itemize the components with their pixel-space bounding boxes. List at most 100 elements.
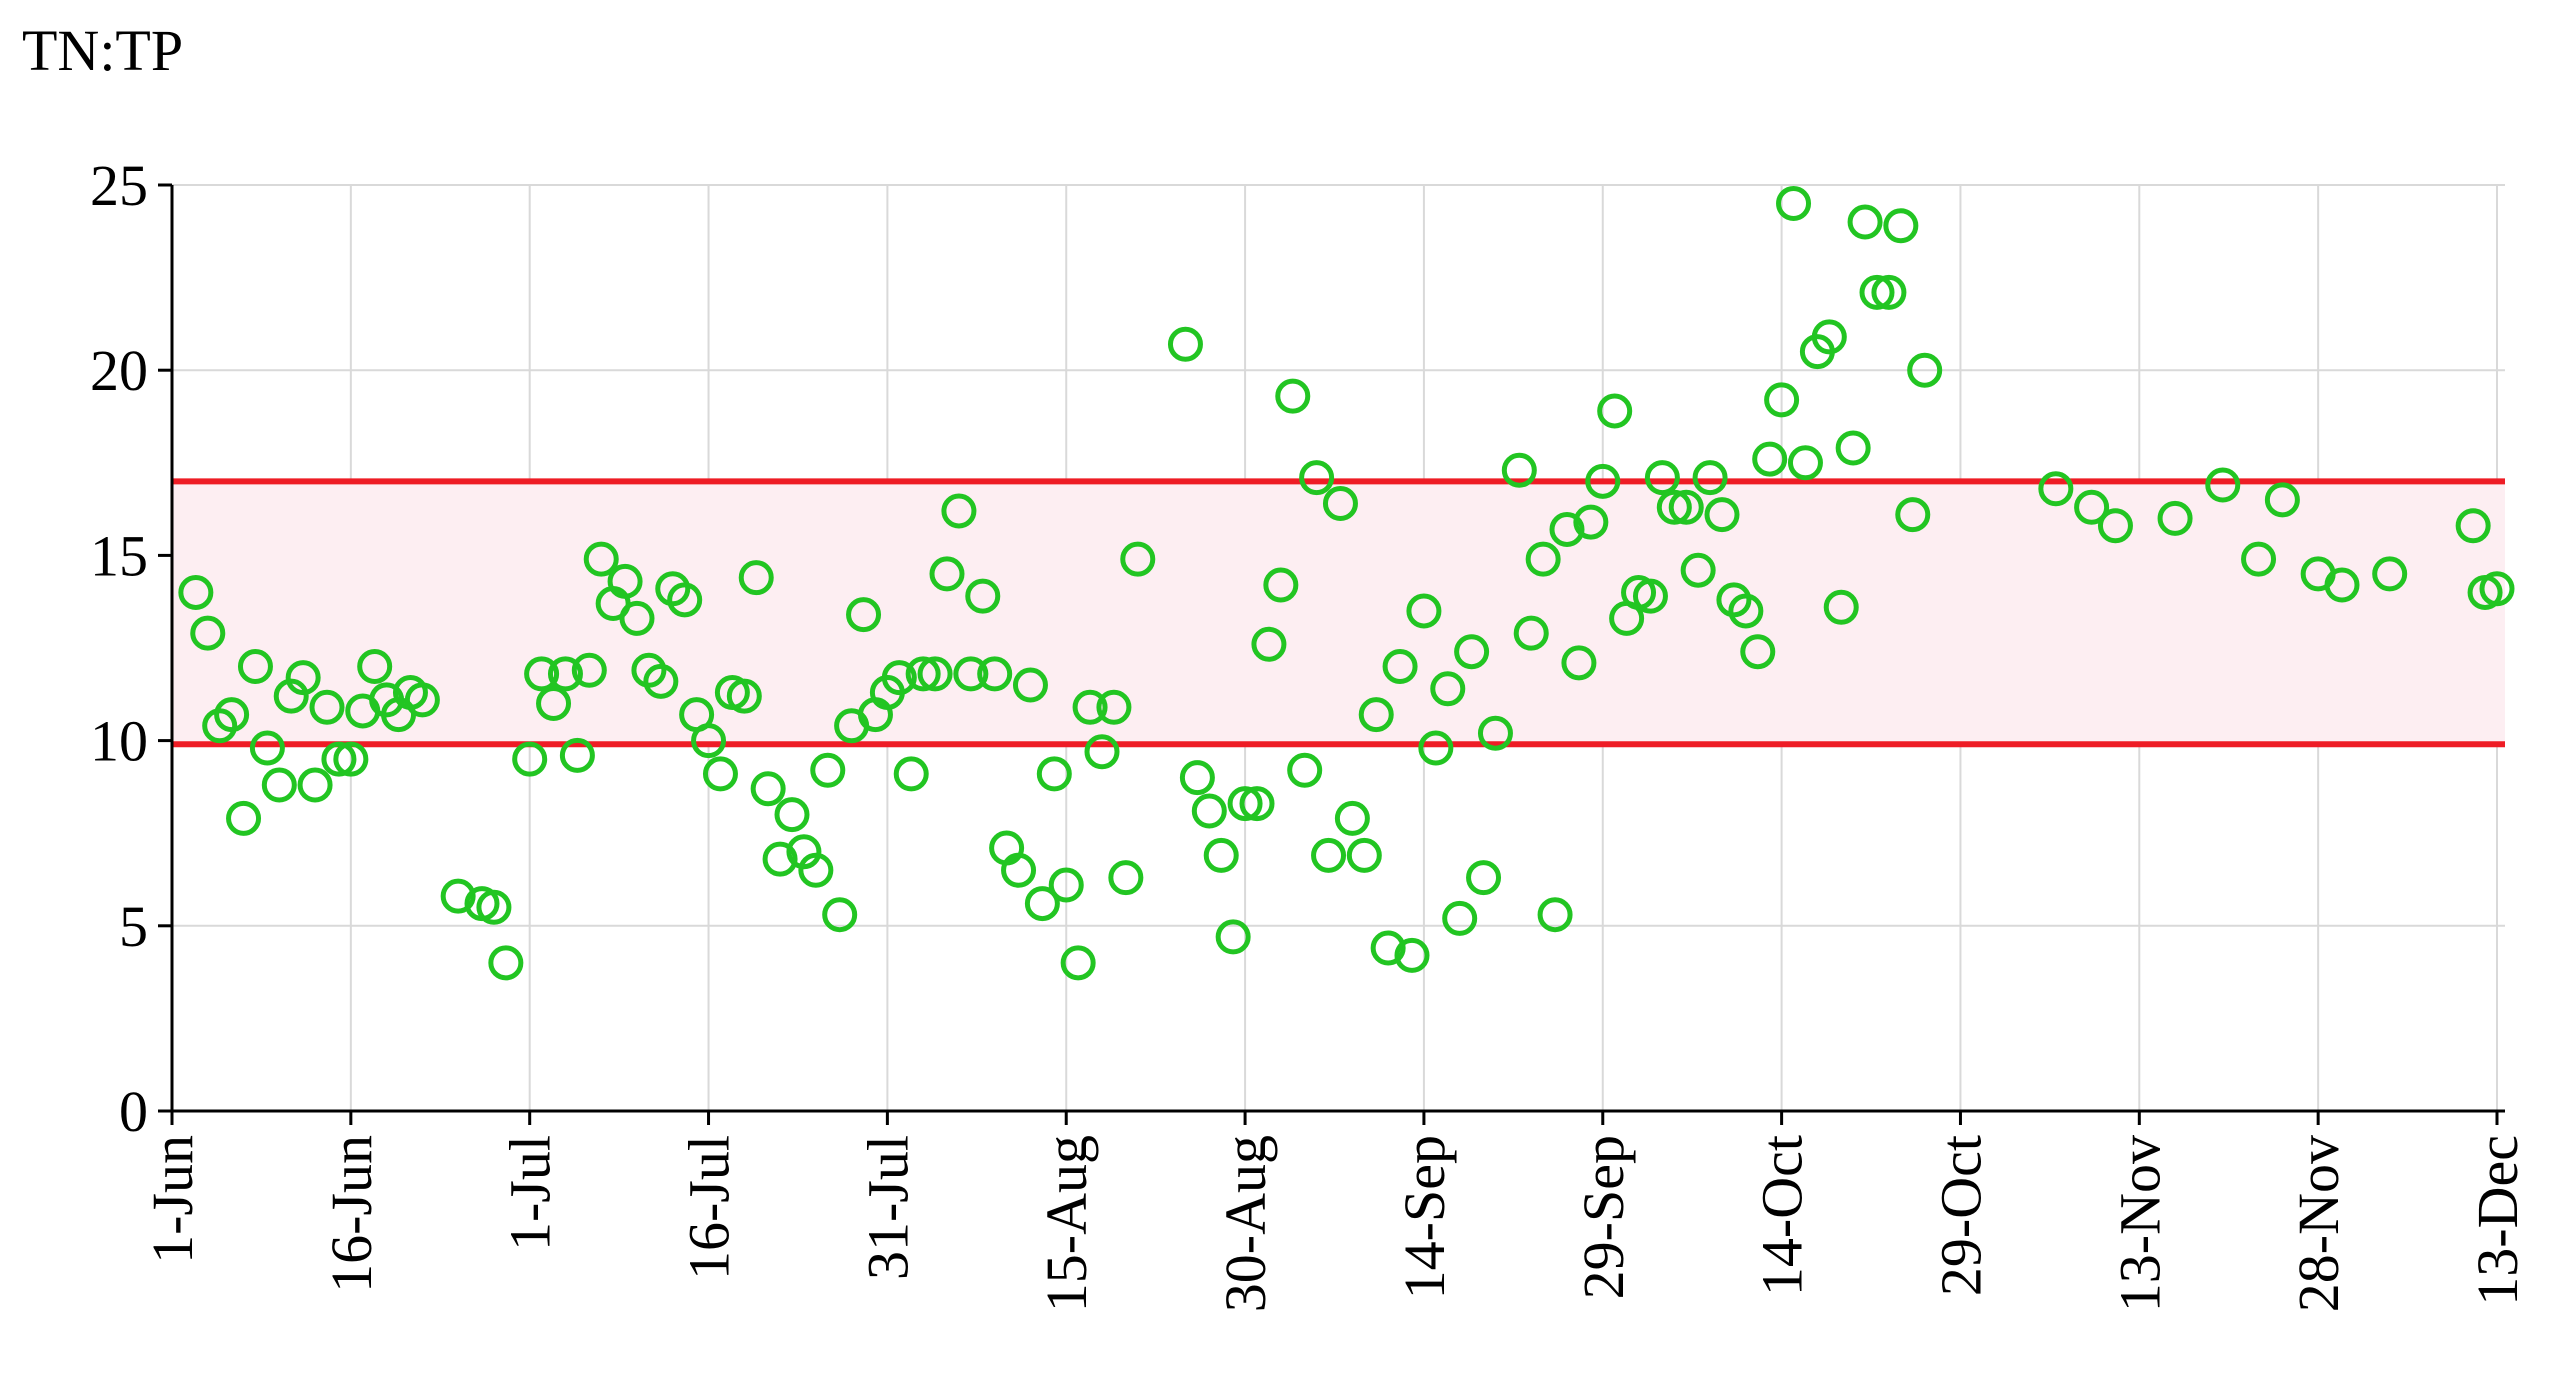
point — [2455, 508, 2491, 544]
point — [774, 797, 810, 833]
point — [822, 897, 858, 933]
point — [571, 652, 607, 688]
x-tick-label: 15-Aug — [1034, 1135, 1099, 1312]
point — [1585, 463, 1621, 499]
point — [1191, 793, 1227, 829]
point — [1287, 752, 1323, 788]
point — [619, 600, 655, 636]
point — [1823, 589, 1859, 625]
point — [1907, 352, 1943, 388]
x-tick-label: 1-Jun — [140, 1135, 205, 1264]
point — [881, 660, 917, 696]
point — [273, 678, 309, 714]
point — [977, 656, 1013, 692]
point — [1001, 852, 1037, 888]
point — [1883, 208, 1919, 244]
point — [893, 756, 929, 792]
x-tick-label: 29-Sep — [1571, 1135, 1636, 1299]
point — [965, 578, 1001, 614]
point — [333, 741, 369, 777]
point — [1418, 730, 1454, 766]
point — [691, 723, 727, 759]
point — [1704, 497, 1740, 533]
point — [2241, 541, 2277, 577]
point — [1311, 837, 1347, 873]
x-tick-label: 1-Jul — [498, 1135, 563, 1251]
y-tick-label: 0 — [119, 1079, 148, 1144]
point — [1501, 452, 1537, 488]
point — [929, 556, 965, 592]
y-tick-label: 5 — [119, 894, 148, 959]
point — [2372, 556, 2408, 592]
point — [1299, 460, 1335, 496]
point — [1895, 497, 1931, 533]
point — [559, 737, 595, 773]
point — [1346, 837, 1382, 873]
point — [1406, 593, 1442, 629]
point — [536, 686, 572, 722]
point — [2038, 471, 2074, 507]
point — [2205, 467, 2241, 503]
point — [1597, 393, 1633, 429]
point — [1644, 460, 1680, 496]
point — [547, 656, 583, 692]
point — [1227, 786, 1263, 822]
point — [1120, 541, 1156, 577]
point — [2324, 567, 2360, 603]
point — [667, 582, 703, 618]
point — [750, 771, 786, 807]
point — [285, 660, 321, 696]
point — [1871, 274, 1907, 310]
point — [702, 756, 738, 792]
point — [1525, 541, 1561, 577]
point — [440, 878, 476, 914]
point — [357, 649, 393, 685]
point — [226, 800, 262, 836]
point — [1012, 667, 1048, 703]
point — [476, 889, 512, 925]
point — [1036, 756, 1072, 792]
point — [953, 656, 989, 692]
point — [1811, 319, 1847, 355]
point — [1358, 697, 1394, 733]
x-tick-label: 13-Nov — [2107, 1135, 2172, 1312]
point — [1561, 645, 1597, 681]
y-tick-label: 10 — [90, 709, 148, 774]
point — [1239, 786, 1275, 822]
point — [1752, 441, 1788, 477]
y-tick-label: 20 — [90, 338, 148, 403]
point — [297, 767, 333, 803]
point — [2074, 489, 2110, 525]
point — [1084, 734, 1120, 770]
point — [1096, 689, 1132, 725]
point — [583, 541, 619, 577]
point — [1549, 511, 1585, 547]
point — [1203, 837, 1239, 873]
point — [762, 841, 798, 877]
point — [1167, 326, 1203, 362]
point — [1048, 867, 1084, 903]
point — [1692, 460, 1728, 496]
point — [1728, 593, 1764, 629]
point — [488, 945, 524, 981]
point — [1632, 578, 1668, 614]
point — [178, 574, 214, 610]
point — [512, 741, 548, 777]
point — [607, 563, 643, 599]
point — [1322, 486, 1358, 522]
point — [1263, 567, 1299, 603]
point — [1430, 671, 1466, 707]
x-tick-label: 14-Sep — [1392, 1135, 1457, 1299]
y-tick-label: 15 — [90, 523, 148, 588]
point — [798, 852, 834, 888]
x-tick-label: 28-Nov — [2286, 1135, 2351, 1312]
point — [1835, 430, 1871, 466]
point — [1370, 930, 1406, 966]
y-axis-label: TN:TP — [22, 18, 183, 83]
point — [1060, 945, 1096, 981]
point — [1776, 186, 1812, 222]
point — [1454, 634, 1490, 670]
point — [2157, 500, 2193, 536]
x-tick-label: 30-Aug — [1213, 1135, 1278, 1312]
